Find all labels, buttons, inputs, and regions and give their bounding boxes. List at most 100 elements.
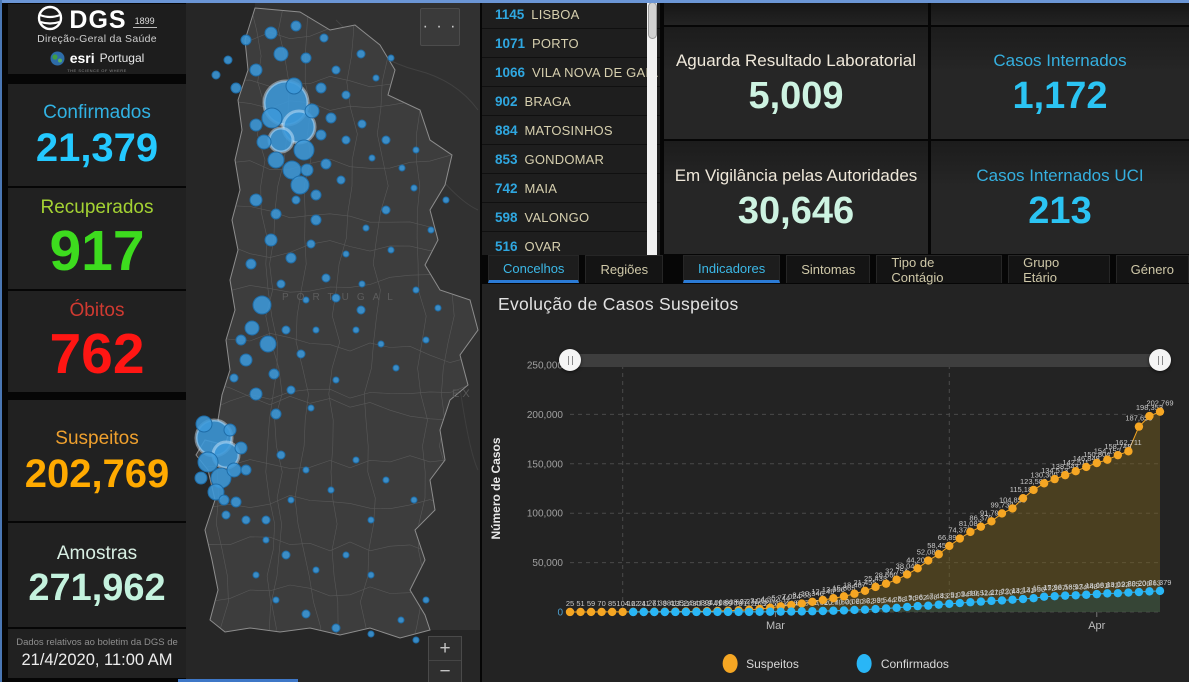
case-bubble[interactable] xyxy=(194,471,208,485)
case-bubble[interactable] xyxy=(387,54,395,62)
case-bubble[interactable] xyxy=(261,107,283,129)
case-bubble[interactable] xyxy=(412,286,420,294)
case-bubble[interactable] xyxy=(221,510,231,520)
legend-item-suspeitos[interactable]: Suspeitos xyxy=(722,654,799,673)
case-bubble[interactable] xyxy=(320,158,332,170)
case-bubble[interactable] xyxy=(422,596,430,604)
case-bubble[interactable] xyxy=(368,154,376,162)
case-bubble[interactable] xyxy=(319,33,329,43)
case-bubble[interactable] xyxy=(259,335,277,353)
case-bubble[interactable] xyxy=(331,623,341,633)
case-bubble[interactable] xyxy=(342,551,350,559)
case-bubble[interactable] xyxy=(300,163,314,177)
case-bubble[interactable] xyxy=(286,385,296,395)
case-bubble[interactable] xyxy=(397,616,405,624)
case-bubble[interactable] xyxy=(218,494,230,506)
case-bubble[interactable] xyxy=(270,408,282,420)
case-bubble[interactable] xyxy=(234,441,248,455)
case-bubble[interactable] xyxy=(287,496,295,504)
case-bubble[interactable] xyxy=(240,34,252,46)
time-range-slider[interactable] xyxy=(559,349,1171,371)
case-bubble[interactable] xyxy=(268,368,280,380)
case-bubble[interactable] xyxy=(434,304,442,312)
case-bubble[interactable] xyxy=(256,134,272,150)
case-bubble[interactable] xyxy=(285,77,303,95)
slider-handle-left[interactable] xyxy=(559,349,581,371)
list-scrollbar[interactable] xyxy=(647,0,657,255)
case-bubble[interactable] xyxy=(307,404,315,412)
tab-concelhos[interactable]: Concelhos xyxy=(488,255,580,283)
case-bubble[interactable] xyxy=(252,571,260,579)
case-bubble[interactable] xyxy=(336,175,346,185)
case-bubble[interactable] xyxy=(239,353,253,367)
concelho-row[interactable]: 516 OVAR xyxy=(482,232,660,255)
concelho-row[interactable]: 1145 LISBOA xyxy=(482,0,660,28)
case-bubble[interactable] xyxy=(293,139,315,161)
case-bubble[interactable] xyxy=(312,566,320,574)
case-bubble[interactable] xyxy=(357,119,367,129)
case-bubble[interactable] xyxy=(195,415,213,433)
case-bubble[interactable] xyxy=(241,515,251,525)
case-bubble[interactable] xyxy=(226,462,242,478)
case-bubble[interactable] xyxy=(304,103,320,119)
case-bubble[interactable] xyxy=(302,296,310,304)
case-bubble[interactable] xyxy=(342,250,350,258)
tab-regi-es[interactable]: Regiões xyxy=(585,255,664,283)
case-bubble[interactable] xyxy=(381,135,391,145)
case-bubble[interactable] xyxy=(211,70,221,80)
case-bubble[interactable] xyxy=(261,515,271,525)
case-bubble[interactable] xyxy=(398,164,406,172)
case-bubble[interactable] xyxy=(300,52,312,64)
case-bubble[interactable] xyxy=(410,184,418,192)
case-bubble[interactable] xyxy=(341,135,351,145)
case-bubble[interactable] xyxy=(321,273,331,283)
case-bubble[interactable] xyxy=(249,193,263,207)
case-bubble[interactable] xyxy=(387,246,395,254)
case-bubble[interactable] xyxy=(310,214,322,226)
case-bubble[interactable] xyxy=(367,571,375,579)
case-bubble[interactable] xyxy=(264,26,278,40)
case-bubble[interactable] xyxy=(352,456,360,464)
case-bubble[interactable] xyxy=(382,476,390,484)
case-bubble[interactable] xyxy=(331,293,341,303)
case-bubble[interactable] xyxy=(249,63,263,77)
case-bubble[interactable] xyxy=(367,630,375,638)
case-bubble[interactable] xyxy=(285,252,297,264)
tab-tipo-de-cont-gio[interactable]: Tipo de Contágio xyxy=(876,255,1003,285)
scrollbar-thumb[interactable] xyxy=(647,2,657,39)
case-bubble[interactable] xyxy=(315,129,327,141)
concelho-row[interactable]: 598 VALONGO xyxy=(482,203,660,231)
case-bubble[interactable] xyxy=(331,65,341,75)
case-bubble[interactable] xyxy=(412,636,420,644)
case-bubble[interactable] xyxy=(276,450,286,460)
case-bubble[interactable] xyxy=(372,74,380,82)
case-bubble[interactable] xyxy=(315,82,327,94)
case-bubble[interactable] xyxy=(306,239,316,249)
case-bubble[interactable] xyxy=(341,90,351,100)
case-bubble[interactable] xyxy=(427,226,435,234)
case-bubble[interactable] xyxy=(377,340,385,348)
case-bubble[interactable] xyxy=(207,483,225,501)
case-bubble[interactable] xyxy=(356,49,366,59)
tab-sintomas[interactable]: Sintomas xyxy=(786,255,871,283)
concelho-row[interactable]: 1066 VILA NOVA DE GAIA xyxy=(482,58,660,86)
case-bubble[interactable] xyxy=(281,550,291,560)
case-bubble[interactable] xyxy=(276,279,286,289)
case-bubble[interactable] xyxy=(235,334,247,346)
concelho-row[interactable]: 1071 PORTO xyxy=(482,29,660,57)
case-bubble[interactable] xyxy=(245,258,257,270)
case-bubble[interactable] xyxy=(240,464,252,476)
case-bubble[interactable] xyxy=(312,326,320,334)
case-bubble[interactable] xyxy=(229,373,239,383)
case-bubble[interactable] xyxy=(267,151,285,169)
case-bubble[interactable] xyxy=(296,349,306,359)
case-bubble[interactable] xyxy=(290,175,310,195)
case-bubble[interactable] xyxy=(442,196,450,204)
case-bubble[interactable] xyxy=(358,280,366,288)
case-bubble[interactable] xyxy=(301,609,311,619)
case-bubble[interactable] xyxy=(367,516,375,524)
case-bubble[interactable] xyxy=(392,364,400,372)
case-bubble[interactable] xyxy=(272,596,280,604)
case-bubble[interactable] xyxy=(302,466,310,474)
slider-handle-right[interactable] xyxy=(1149,349,1171,371)
